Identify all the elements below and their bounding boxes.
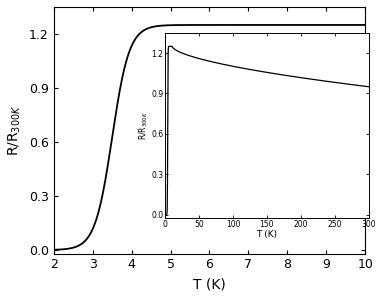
X-axis label: T (K): T (K) <box>193 277 226 291</box>
X-axis label: T (K): T (K) <box>256 230 277 239</box>
Y-axis label: R/R$_{300K}$: R/R$_{300K}$ <box>137 111 150 140</box>
Y-axis label: R/R$_{300K}$: R/R$_{300K}$ <box>7 105 23 156</box>
